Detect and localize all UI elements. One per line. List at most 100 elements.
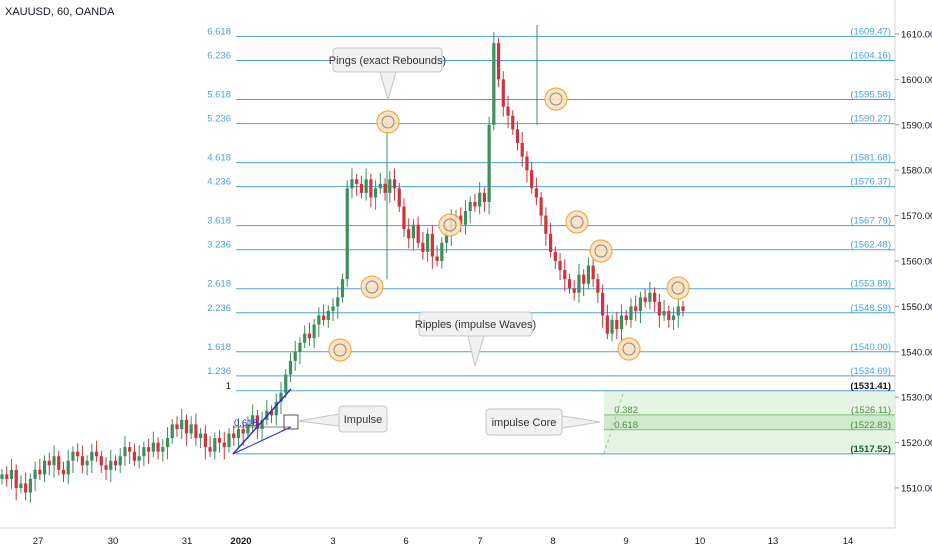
price-tick-label: 1580.00 [901, 166, 932, 177]
fib-price-label: (1562.48) [850, 240, 891, 251]
core-callout[interactable]: impulse Core [485, 408, 563, 436]
candle-body [232, 433, 236, 439]
candle-body [671, 315, 676, 321]
fib-ratio-label: 4.236 [207, 177, 231, 188]
candle-body [165, 438, 170, 448]
impulse-line [232, 388, 292, 455]
candle-body [586, 265, 591, 284]
candle-body [151, 442, 155, 452]
candle-body [563, 270, 567, 280]
candle-body [392, 179, 397, 189]
candle-body [492, 43, 496, 125]
ripples-callout-text: Ripples (impulse Waves) [415, 319, 536, 331]
candle-body [5, 474, 9, 479]
ping-ring [589, 239, 613, 263]
ping-ring-inner [333, 343, 347, 357]
candle-body [411, 224, 416, 239]
candle-body [298, 342, 302, 352]
candle-body [601, 292, 605, 316]
fib-ratio-label: 6.618 [207, 26, 231, 37]
candle-body [478, 192, 482, 207]
candle-body [251, 415, 255, 425]
date-tick-label: 8 [550, 536, 555, 547]
fib-ratio-label: 4.618 [207, 153, 231, 164]
candle-body [336, 297, 340, 307]
candle-body [9, 469, 14, 479]
candle-body [33, 469, 37, 479]
candle-body [246, 424, 250, 434]
candle-body [648, 292, 652, 302]
candle-body [355, 179, 359, 184]
impulse-callout-box [338, 405, 388, 433]
candle-body [359, 183, 364, 193]
candle-body [378, 183, 382, 189]
candle-body [653, 292, 657, 302]
fib-ratio-label: 6.236 [207, 51, 231, 62]
candle-body [487, 124, 491, 202]
candle-body [14, 469, 18, 488]
candle-body [482, 192, 486, 202]
candle-body [643, 297, 647, 302]
candle-body [544, 215, 548, 234]
pings-callout-text: Pings (exact Rebounds) [329, 55, 446, 67]
candle-body [307, 333, 311, 339]
candle-body [501, 79, 505, 107]
fib-price-label: (1534.69) [850, 366, 891, 377]
candle-body [19, 483, 23, 488]
candle-body [350, 179, 354, 189]
impulse-callout-pointer [297, 413, 340, 427]
candle-body [208, 447, 212, 452]
ping-ring [328, 338, 352, 362]
core-callout-text: impulse Core [492, 417, 557, 429]
date-tick-label: 30 [108, 536, 119, 547]
candle-body [402, 206, 406, 230]
candle-body [530, 170, 534, 189]
candle-body [657, 301, 661, 316]
fib-price-label: (1576.37) [850, 177, 891, 188]
impulse-callout-text: Impulse [344, 414, 383, 426]
fib-price-label: (1553.89) [850, 279, 891, 290]
ping-ring-inner [671, 281, 685, 295]
candle-body [444, 233, 449, 243]
ping-ring [376, 110, 400, 134]
candle-body [572, 288, 576, 293]
candle-body [260, 419, 264, 429]
candle-body [284, 374, 288, 393]
fib-price-label: (1548.59) [850, 303, 891, 314]
pings-callout-box [332, 47, 443, 73]
candle-body [80, 456, 84, 466]
impulse-callout[interactable]: Impulse [338, 405, 388, 433]
core-callout-pointer [561, 415, 601, 429]
candle-body [582, 274, 586, 284]
candle-body [558, 261, 562, 271]
pings-callout[interactable]: Pings (exact Rebounds) [329, 47, 446, 73]
date-tick-label: 10 [695, 536, 706, 547]
candle-body [94, 451, 99, 457]
candle-body [90, 451, 94, 461]
candle-body [610, 320, 614, 334]
ripples-callout-pointer [467, 335, 485, 368]
fib-ratio-label: 1.236 [207, 366, 231, 377]
pings-callout-pointer [379, 71, 397, 102]
ping-ring [544, 87, 568, 111]
candle-body [104, 465, 108, 470]
candle-body [180, 419, 184, 429]
core-ratio-label: 0.382 [614, 405, 638, 416]
ripples-callout[interactable]: Ripples (impulse Waves) [415, 311, 536, 337]
ping-ring [565, 210, 589, 234]
price-tick-label: 1510.00 [901, 484, 932, 495]
ping-ring-inner [443, 218, 457, 232]
fib-ratio-label: 1.618 [207, 342, 231, 353]
candle-body [629, 306, 633, 321]
candle-body [638, 297, 643, 311]
candle-body [24, 483, 28, 493]
candle-body [52, 456, 56, 466]
price-tick-label: 1560.00 [901, 257, 932, 268]
fib-price-label: (1540.00) [850, 342, 891, 353]
candle-body [142, 447, 146, 457]
fib-price-label: (1567.79) [850, 216, 891, 227]
candle-body [241, 428, 245, 434]
candle-body [293, 351, 297, 361]
